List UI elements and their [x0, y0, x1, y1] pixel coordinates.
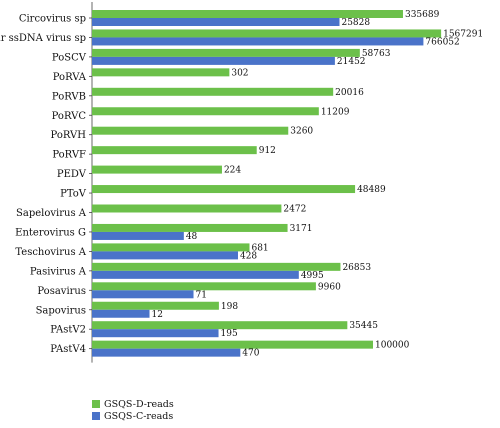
data-label-gsqs-d-reads: 198 — [221, 302, 238, 312]
data-label-gsqs-c-reads: 195 — [221, 329, 238, 339]
data-label-gsqs-d-reads: 35445 — [349, 321, 378, 331]
data-label-gsqs-d-reads: 224 — [224, 166, 241, 176]
data-label-gsqs-d-reads: 48489 — [357, 185, 386, 195]
data-label-gsqs-d-reads: 20016 — [335, 88, 364, 98]
bar-gsqs-c-reads — [92, 309, 150, 318]
category-label: Sapelovirus A — [16, 208, 87, 219]
bar-gsqs-d-reads — [92, 126, 289, 135]
bar-gsqs-d-reads — [92, 301, 219, 310]
bar-gsqs-c-reads — [92, 348, 241, 357]
bar-gsqs-d-reads — [92, 146, 257, 155]
bar-gsqs-c-reads — [92, 329, 219, 338]
data-label-gsqs-c-reads: 4995 — [301, 271, 324, 281]
data-label-gsqs-d-reads: 335689 — [405, 10, 440, 20]
bar-gsqs-d-reads — [92, 185, 356, 194]
data-label-gsqs-d-reads: 912 — [259, 146, 276, 156]
bar-gsqs-c-reads — [92, 270, 299, 279]
data-label-gsqs-c-reads: 21452 — [337, 57, 366, 67]
category-label: PAstV4 — [50, 344, 86, 355]
bar-gsqs-c-reads — [92, 231, 184, 240]
data-label-gsqs-c-reads: 71 — [196, 290, 207, 300]
bar-gsqs-d-reads — [92, 223, 288, 232]
category-label: Posavirus — [37, 286, 86, 297]
category-label: Sapovirus — [36, 305, 86, 316]
data-label-gsqs-d-reads: 3171 — [290, 224, 313, 234]
data-label-gsqs-c-reads: 428 — [240, 251, 257, 261]
bar-gsqs-d-reads — [92, 243, 250, 252]
legend-label: GSQS-C-reads — [104, 411, 173, 422]
data-label-gsqs-d-reads: 26853 — [342, 263, 371, 273]
category-label: PEDV — [57, 169, 87, 180]
category-label: PToV — [60, 189, 87, 200]
data-label-gsqs-c-reads: 470 — [242, 349, 259, 359]
bar-gsqs-d-reads — [92, 87, 334, 96]
bar-gsqs-c-reads — [92, 18, 340, 26]
data-label-gsqs-d-reads: 302 — [231, 68, 248, 78]
data-label-gsqs-d-reads: 100000 — [375, 341, 410, 351]
data-label-gsqs-c-reads: 48 — [186, 232, 198, 242]
category-label: PoRVH — [51, 130, 87, 141]
category-label: PoRVA — [53, 72, 87, 83]
data-label-gsqs-c-reads: 12 — [152, 310, 163, 320]
data-label-gsqs-d-reads: 11209 — [321, 107, 350, 117]
data-label-gsqs-d-reads: 681 — [251, 243, 268, 253]
bar-gsqs-c-reads — [92, 251, 238, 260]
bar-gsqs-d-reads — [92, 204, 282, 213]
bar-gsqs-d-reads — [92, 48, 360, 57]
data-label-gsqs-d-reads: 3260 — [290, 127, 313, 137]
plot-area: Circovirus sp 335689 25828 Circular ssDNA v… — [0, 2, 483, 363]
data-label-gsqs-c-reads: 766052 — [425, 37, 459, 47]
bar-gsqs-c-reads — [92, 290, 194, 299]
category-label: PAstV2 — [50, 325, 86, 336]
bar-gsqs-d-reads — [92, 10, 403, 18]
data-label-gsqs-d-reads: 9960 — [318, 282, 341, 292]
bar-gsqs-c-reads — [92, 56, 335, 65]
category-label: PoRVB — [52, 91, 86, 102]
category-label: Circovirus sp — [19, 14, 86, 25]
bar-gsqs-c-reads — [92, 37, 424, 46]
category-label: PoRVF — [52, 150, 86, 161]
bar-gsqs-d-reads — [92, 68, 230, 77]
legend-swatch — [92, 412, 100, 420]
data-label-gsqs-d-reads: 2472 — [283, 205, 306, 215]
category-label: Enterovirus G — [15, 227, 86, 238]
category-label: Teschovirus A — [15, 247, 86, 258]
bar-gsqs-d-reads — [92, 262, 341, 271]
legend-swatch — [92, 400, 100, 408]
bar-gsqs-d-reads — [92, 321, 348, 330]
category-label: Pasivirus A — [30, 266, 87, 277]
category-label: PoSCV — [52, 52, 87, 63]
data-label-gsqs-d-reads: 58763 — [362, 49, 391, 59]
category-label: PoRVC — [52, 111, 87, 122]
bar-gsqs-d-reads — [92, 340, 373, 349]
bar-gsqs-d-reads — [92, 107, 319, 116]
bar-gsqs-d-reads — [92, 282, 316, 291]
category-label: Circular ssDNA virus sp — [0, 33, 86, 44]
bar-gsqs-d-reads — [92, 29, 442, 38]
data-label-gsqs-c-reads: 25828 — [341, 18, 370, 28]
data-label-gsqs-d-reads: 1567291 — [443, 29, 483, 39]
legend-label: GSQS-D-reads — [104, 399, 174, 410]
bar-gsqs-d-reads — [92, 165, 222, 174]
